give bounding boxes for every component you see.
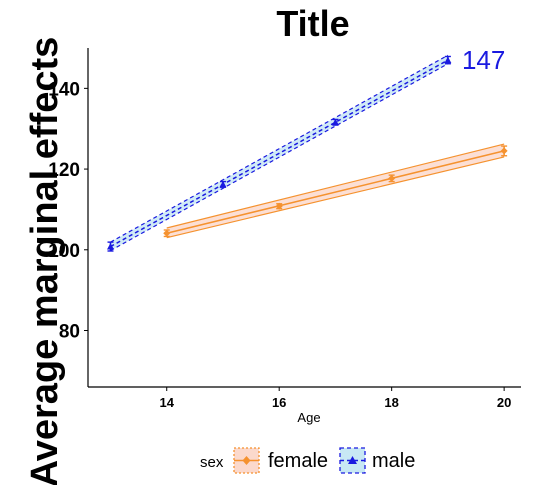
data-point-female [163, 229, 171, 237]
y-tick-label: 140 [48, 79, 80, 100]
y-axis-label: Average marginal effects [24, 37, 66, 485]
legend-key-male [339, 447, 366, 474]
data-point-female [500, 147, 508, 155]
data-point-male [444, 56, 452, 64]
series-line-female [166, 150, 505, 234]
x-tick-label: 20 [497, 395, 511, 410]
ci-ribbon-female [166, 144, 505, 238]
legend-key-female [233, 447, 260, 474]
ci-upper-line-male [110, 54, 449, 243]
x-tick-label: 18 [384, 395, 398, 410]
legend-title: sex [200, 454, 224, 471]
chart-title: Title [276, 3, 349, 44]
y-tick-label: 100 [48, 241, 80, 262]
x-axis-label: Age [297, 410, 320, 425]
data-point-male [219, 180, 227, 188]
data-point-female [275, 202, 283, 210]
ci-lower-line-male [110, 63, 449, 252]
x-tick-label: 14 [159, 395, 174, 410]
y-tick-label: 120 [48, 160, 80, 181]
legend: sex female male [200, 447, 415, 474]
ci-upper-line-female [166, 143, 505, 229]
legend-label-male: male [372, 450, 415, 472]
annotation-label: 147 [462, 45, 505, 75]
data-point-male [331, 118, 339, 126]
x-tick-label: 16 [272, 395, 286, 410]
data-point-male [106, 243, 114, 250]
data-point-female [388, 174, 396, 182]
y-tick-label: 80 [59, 322, 80, 343]
plot-area: 80 100 120 140 14 16 18 20 147 [48, 45, 521, 410]
series-line-male [110, 59, 449, 248]
legend-label-female: female [268, 450, 328, 472]
ci-lower-line-female [166, 156, 505, 239]
